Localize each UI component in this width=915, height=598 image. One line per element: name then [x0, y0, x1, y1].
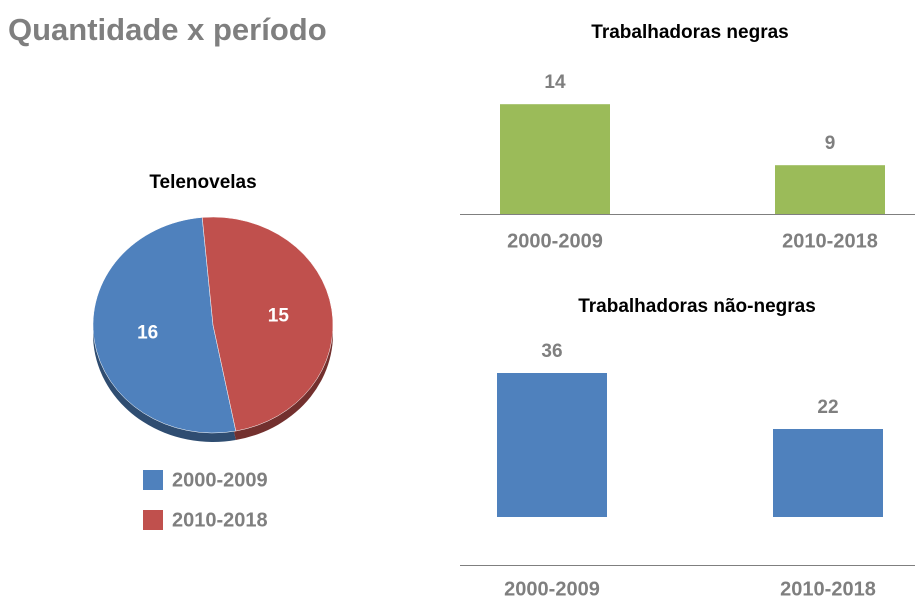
legend-label: 2000-2009	[172, 469, 268, 491]
value-label: 36	[541, 341, 562, 362]
chart-title: Trabalhadoras não-negras	[578, 296, 816, 317]
x-tick-label: 2000-2009	[504, 578, 600, 598]
slice-label: 15	[268, 306, 290, 327]
chart-title: Telenovelas	[149, 172, 256, 193]
value-label: 9	[825, 133, 836, 154]
pie-slice	[92, 217, 237, 434]
legend-swatch	[143, 470, 163, 490]
page-title: Quantidade x período	[8, 12, 327, 47]
value-label: 22	[817, 397, 838, 418]
legend-swatch	[143, 510, 163, 530]
pie-slice	[201, 216, 334, 432]
bar	[497, 373, 607, 517]
x-tick-label: 2000-2009	[507, 230, 603, 252]
x-tick-label: 2010-2018	[782, 230, 878, 252]
bar	[500, 104, 610, 214]
x-tick-label: 2010-2018	[780, 578, 876, 598]
legend-label: 2010-2018	[172, 509, 268, 531]
bar	[775, 165, 885, 214]
bar	[773, 429, 883, 517]
slice-label: 16	[137, 322, 158, 343]
chart-title: Trabalhadoras negras	[591, 22, 788, 43]
value-label: 14	[544, 72, 566, 93]
